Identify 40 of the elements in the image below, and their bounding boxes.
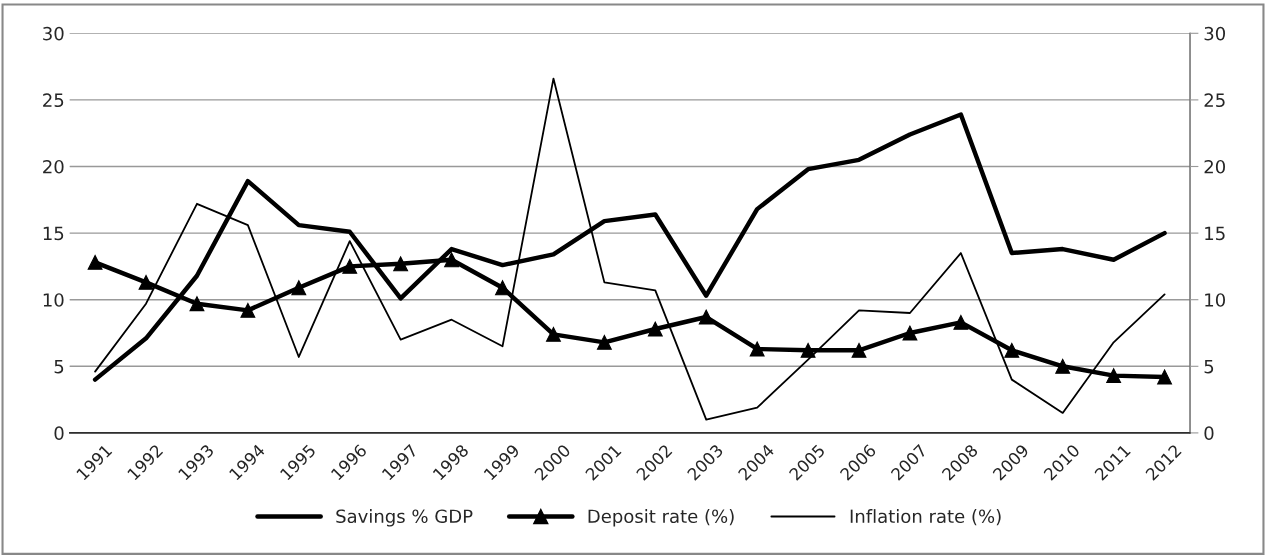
point: [1157, 369, 1173, 385]
legend-label: Inflation rate (%): [850, 509, 1001, 526]
point: [342, 258, 358, 274]
point: [291, 280, 307, 296]
y-tick-label: 30: [43, 26, 64, 41]
y2-tick-label: 30: [1204, 26, 1226, 41]
y-tick-label: 0: [54, 426, 64, 441]
point: [800, 342, 816, 358]
point: [189, 296, 205, 312]
point: [393, 256, 409, 272]
legend-label: Savings % GDP: [336, 509, 473, 527]
y2-tick-label: 0: [1204, 426, 1214, 441]
point: [545, 326, 561, 342]
line-series: [94, 77, 1166, 421]
point: [1004, 342, 1020, 358]
y2-tick-label: 10: [1205, 293, 1226, 307]
point: [495, 280, 510, 296]
point: [1106, 368, 1122, 384]
point: [749, 341, 765, 357]
y-tick-label: 25: [43, 93, 64, 108]
y-tick-label: 20: [43, 159, 64, 174]
point: [596, 334, 612, 350]
y2-tick-label: 20: [1204, 159, 1226, 174]
point: [902, 325, 918, 341]
point: [87, 254, 103, 270]
point: [851, 342, 867, 358]
point: [647, 321, 663, 337]
point: [444, 252, 460, 268]
y2-tick-label: 25: [1204, 93, 1225, 108]
y2-tick-label: 5: [1204, 360, 1214, 374]
point: [698, 309, 714, 325]
point: [1055, 358, 1071, 374]
y-tick-label: 15: [43, 226, 64, 241]
y-tick-label: 5: [54, 360, 64, 374]
legend-label: Deposit rate (%): [588, 509, 734, 527]
y2-tick-label: 15: [1205, 226, 1225, 241]
point: [953, 314, 969, 330]
point: [240, 302, 256, 318]
y-tick-label: 10: [43, 293, 64, 307]
point: [138, 274, 154, 290]
